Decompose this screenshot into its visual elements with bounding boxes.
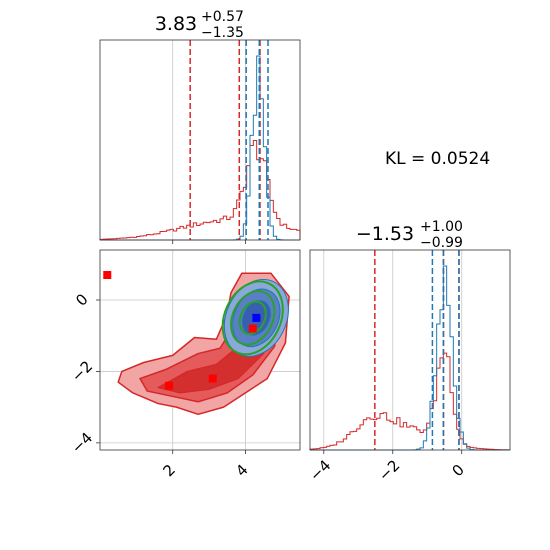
- marker-2: [208, 374, 217, 383]
- panel-marginal-param-1: [99, 39, 301, 244]
- x-tick-label: 0: [448, 461, 467, 480]
- marker-0: [103, 271, 112, 279]
- kl-annotation: KL = 0.0524: [385, 149, 490, 169]
- y-tick-label: −2: [68, 357, 96, 385]
- marker-4: [252, 313, 261, 322]
- y-tick-label: −4: [68, 429, 96, 457]
- contour-series-2-level-1: [230, 290, 276, 346]
- marker-1: [165, 381, 174, 390]
- y-tick-label: 0: [72, 290, 91, 309]
- x-tick-label: 4: [232, 461, 251, 480]
- panel-marginal-param-2: −4 −2 0: [306, 249, 511, 485]
- title-param-2-plus: +1.00: [420, 219, 463, 235]
- histogram-series-1: [310, 265, 510, 451]
- marker-3: [248, 324, 257, 333]
- panel-joint: 2 4 −4 −2 0: [68, 249, 301, 480]
- title-param-1-plus: +0.57: [201, 9, 244, 25]
- histogram-series-1: [100, 55, 300, 241]
- x-tick-label: −2: [375, 456, 403, 484]
- title-param-1-median: 3.83: [155, 13, 197, 35]
- x-tick-label: −4: [306, 456, 334, 484]
- title-param-2-minus: −0.99: [420, 235, 463, 251]
- title-param-1: 3.83: [155, 13, 197, 35]
- contour-series-2-level-2: [238, 300, 267, 336]
- histogram-series-0: [309, 352, 511, 451]
- title-param-1-minus: −1.35: [201, 25, 244, 41]
- contour-series-2-level-0: [221, 280, 284, 356]
- title-param-2-median: −1.53: [356, 223, 414, 245]
- x-tick-label: 2: [159, 461, 178, 480]
